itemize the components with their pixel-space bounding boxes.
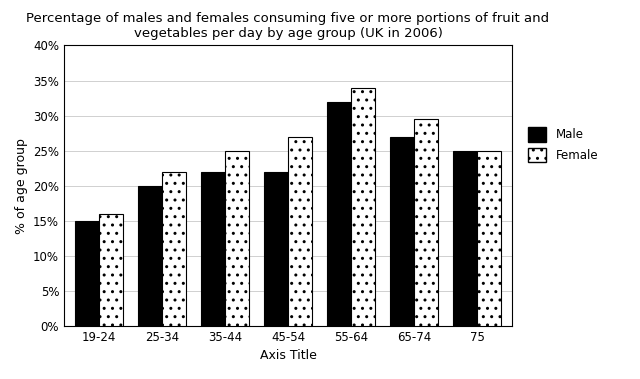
Title: Percentage of males and females consuming five or more portions of fruit and
veg: Percentage of males and females consumin… [26,12,550,40]
Bar [264,172,288,326]
Bar [453,151,477,326]
Bar [201,172,225,326]
Legend: Male, Female: Male, Female [522,122,604,168]
Y-axis label: % of age group: % of age group [15,138,28,233]
Bar [75,221,99,326]
Bar [390,136,414,326]
Bar [288,136,312,326]
Bar [99,214,123,326]
Bar [327,102,351,326]
Bar [138,186,162,326]
Bar [414,119,438,326]
Bar [351,88,375,326]
X-axis label: Axis Title: Axis Title [260,349,316,362]
Bar [477,151,501,326]
Bar [162,172,186,326]
Bar [225,151,249,326]
